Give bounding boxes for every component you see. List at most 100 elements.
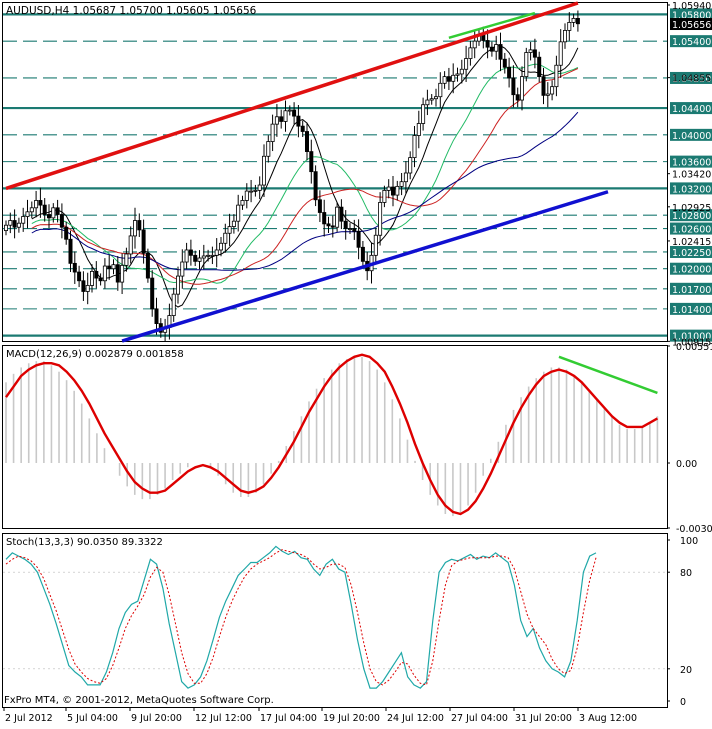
candle-body <box>305 132 308 152</box>
candle-body <box>439 83 442 96</box>
candle-body <box>495 44 498 51</box>
candle-body <box>138 221 141 230</box>
candle-body <box>250 191 253 192</box>
current-price-label: 1.05656 <box>672 20 711 31</box>
time-tick-label: 24 Jul 12:00 <box>387 713 444 724</box>
candle-body <box>90 271 93 285</box>
candle-body <box>318 200 321 213</box>
candle-body <box>26 212 29 217</box>
candle-body <box>404 173 407 182</box>
candle-body <box>43 205 46 214</box>
candle-body <box>525 53 528 77</box>
candle-body <box>327 224 330 226</box>
candle-body <box>348 229 351 230</box>
symbol-header: AUDUSD,H4 1.05687 1.05700 1.05605 1.0565… <box>6 5 257 17</box>
candle-body <box>108 266 111 269</box>
time-tick-label: 12 Jul 12:00 <box>195 713 252 724</box>
candle-body <box>155 309 158 324</box>
candle-body <box>430 99 433 100</box>
price-level-label: 1.03600 <box>672 158 711 169</box>
candle-body <box>361 247 364 261</box>
price-level-label: 1.04000 <box>672 131 711 142</box>
candle-body <box>297 116 300 126</box>
candle-body <box>172 294 175 315</box>
macd-tick-label: 0.00551 <box>676 342 712 353</box>
candle-body <box>198 258 201 261</box>
candle-body <box>452 75 455 81</box>
candle-body <box>538 57 541 76</box>
candle-body <box>529 50 532 53</box>
candle-body <box>86 285 89 291</box>
candle-body <box>336 207 339 227</box>
candle-body <box>125 254 128 265</box>
candle-body <box>65 227 68 239</box>
price-level-label: 1.01400 <box>672 305 711 316</box>
macd-title: MACD(12,26,9) 0.002879 0.001858 <box>6 349 184 360</box>
candle-body <box>568 22 571 30</box>
candle-body <box>47 215 50 218</box>
candle-body <box>314 172 317 200</box>
candle-body <box>340 207 343 221</box>
candle-body <box>396 186 399 195</box>
candle-body <box>413 136 416 158</box>
price-level-label: 1.01700 <box>672 285 711 296</box>
candle-body <box>374 235 377 255</box>
candle-body <box>434 97 437 99</box>
candle-body <box>379 202 382 235</box>
candle-body <box>533 50 536 57</box>
candle-body <box>280 117 283 122</box>
candle-body <box>400 182 403 187</box>
candle-body <box>288 110 291 111</box>
stoch-tick-label: 0 <box>680 697 686 708</box>
candle-body <box>460 69 463 74</box>
candle-body <box>520 77 523 100</box>
candle-body <box>176 276 179 294</box>
candle-body <box>211 255 214 256</box>
candle-body <box>99 278 102 281</box>
candle-body <box>301 126 304 131</box>
candle-body <box>181 262 184 276</box>
candle-body <box>353 229 356 232</box>
candle-body <box>508 67 511 78</box>
candle-body <box>228 227 231 234</box>
candle-body <box>473 41 476 48</box>
candle-body <box>39 200 42 205</box>
candle-body <box>490 47 493 51</box>
time-tick-label: 31 Jul 20:00 <box>515 713 572 724</box>
candle-body <box>422 105 425 124</box>
candle-body <box>275 117 278 124</box>
stochastic-title: Stoch(13,3,3) 90.0350 89.3322 <box>6 537 163 548</box>
candle-body <box>271 124 274 141</box>
candle-body <box>357 231 360 247</box>
candle-body <box>576 18 579 23</box>
candle-body <box>194 255 197 261</box>
candle-body <box>465 59 468 70</box>
candle-body <box>293 110 296 116</box>
candle-body <box>469 48 472 59</box>
candle-body <box>503 59 506 67</box>
price-tick-label: 1.03420 <box>672 170 711 181</box>
candle-body <box>30 208 33 212</box>
candle-body <box>121 265 124 282</box>
time-tick-label: 27 Jul 04:00 <box>451 713 508 724</box>
price-level-label: 1.05400 <box>672 37 711 48</box>
time-tick-label: 9 Jul 20:00 <box>131 713 182 724</box>
candle-body <box>409 158 412 173</box>
price-level-label: 1.04400 <box>672 104 711 115</box>
time-tick-label: 2 Jul 2012 <box>5 713 53 724</box>
stoch-tick-label: 100 <box>680 536 698 547</box>
candle-body <box>555 65 558 86</box>
price-tick-label: 1.02415 <box>672 237 711 248</box>
candle-body <box>189 250 192 255</box>
candle-body <box>391 187 394 195</box>
candle-body <box>103 266 106 281</box>
macd-tick-label: 0.00 <box>676 459 697 470</box>
candle-body <box>284 111 287 122</box>
candle-body <box>572 18 575 22</box>
price-level-label: 1.03200 <box>672 184 711 195</box>
candle-body <box>310 152 313 172</box>
stoch-tick-label: 20 <box>680 665 692 676</box>
candle-body <box>542 77 545 96</box>
candle-body <box>456 74 459 75</box>
